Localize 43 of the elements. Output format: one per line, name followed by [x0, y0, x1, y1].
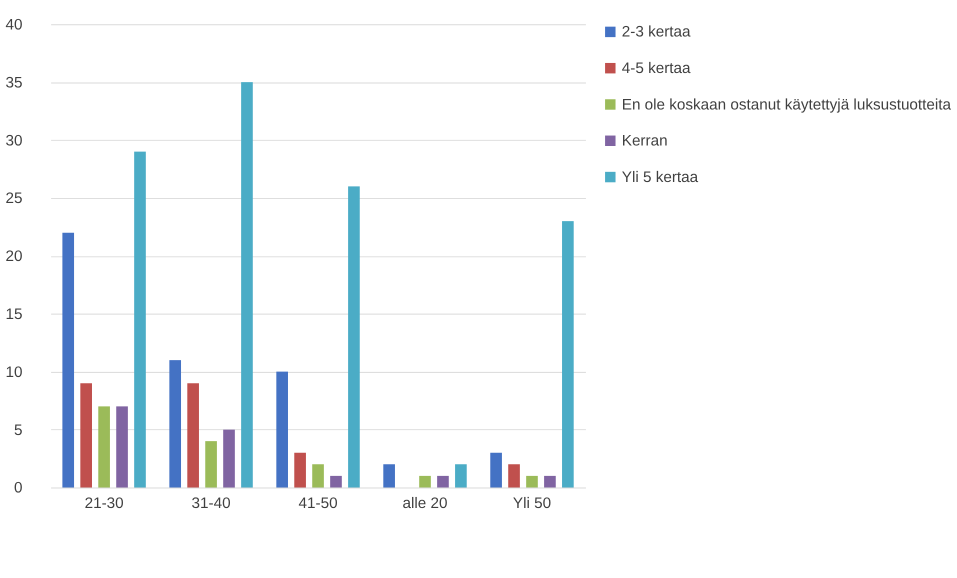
bar [562, 221, 574, 488]
bar [508, 464, 520, 488]
bar [205, 441, 217, 488]
legend-label: 2-3 kertaa [622, 24, 692, 41]
bar [419, 476, 431, 488]
bar [294, 452, 306, 488]
bar [490, 452, 502, 488]
x-tick-label: alle 20 [402, 495, 448, 512]
bar [348, 186, 360, 488]
bar [241, 82, 253, 488]
bar [223, 430, 235, 488]
bar [62, 232, 74, 488]
legend-label: En ole koskaan ostanut käytettyjä luksustuotteita [622, 96, 952, 114]
bar [98, 406, 110, 488]
y-tick-label: 30 [5, 132, 22, 150]
bar [455, 464, 467, 488]
bar [330, 476, 342, 488]
y-tick-label: 5 [14, 422, 22, 439]
y-tick-label: 35 [5, 74, 22, 92]
bar [276, 372, 288, 488]
bar [383, 464, 395, 488]
x-tick-label: 41-50 [298, 495, 338, 512]
y-tick-label: 25 [5, 190, 22, 208]
legend-label: Kerran [622, 132, 668, 150]
y-tick-label: 0 [14, 480, 22, 497]
bar [312, 464, 324, 488]
bar [116, 406, 128, 488]
bar [134, 152, 146, 488]
x-tick-label: 31-40 [192, 495, 231, 512]
y-tick-label: 40 [5, 16, 22, 34]
bar [80, 383, 92, 488]
bar [526, 476, 538, 488]
bar [187, 383, 199, 488]
x-tick-label: Yli 50 [512, 495, 552, 512]
legend-label: Yli 5 kertaa [622, 168, 699, 186]
x-tick-label: 21-30 [84, 495, 124, 512]
y-tick-label: 15 [5, 306, 22, 324]
bar [544, 476, 556, 488]
y-tick-label: 20 [5, 248, 22, 266]
legend-label: 4-5 kertaa [622, 60, 692, 77]
y-tick-label: 10 [5, 364, 22, 381]
bar [169, 360, 182, 488]
bar [437, 476, 449, 488]
